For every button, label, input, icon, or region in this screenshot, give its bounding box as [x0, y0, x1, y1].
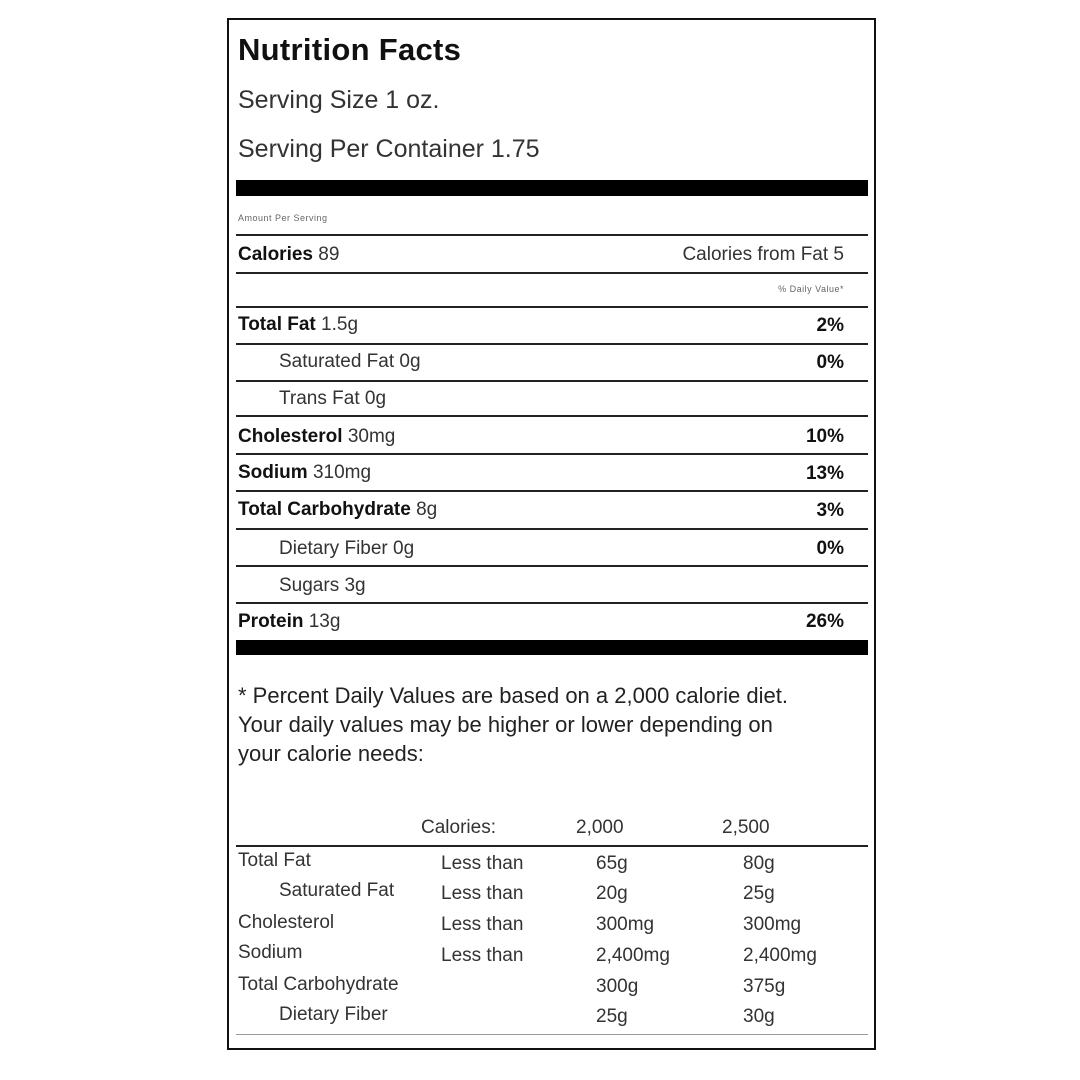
reference-calories-label: Calories: — [421, 817, 496, 838]
reference-row-name: Dietary Fiber — [279, 1004, 388, 1025]
divider — [236, 602, 868, 604]
nutrient-cholesterol: Cholesterol 30mg — [238, 426, 396, 447]
reference-row-2500: 2,400mg — [743, 945, 817, 966]
footnote-line-3: your calorie needs: — [238, 741, 424, 766]
divider — [236, 490, 868, 492]
divider — [236, 306, 868, 308]
nutrient-trans-fat: Trans Fat 0g — [279, 388, 387, 409]
divider — [236, 845, 868, 847]
footnote-line-1: * Percent Daily Values are based on a 2,… — [238, 683, 788, 708]
reference-header-2500: 2,500 — [722, 817, 770, 838]
dv-total-carbohydrate: 3% — [816, 500, 844, 521]
divider — [236, 565, 868, 567]
reference-row-qualifier: Less than — [441, 883, 524, 904]
divider — [236, 234, 868, 236]
reference-row-2500: 80g — [743, 853, 775, 874]
daily-value-header: % Daily Value* — [778, 284, 844, 294]
reference-row-name: Total Carbohydrate — [238, 974, 399, 995]
dv-total-fat: 2% — [816, 315, 844, 336]
nutrition-label: Nutrition Facts Serving Size 1 oz. Servi… — [227, 18, 876, 1050]
reference-row-2000: 2,400mg — [596, 945, 670, 966]
reference-row-qualifier: Less than — [441, 945, 524, 966]
calories-value: 89 — [318, 244, 340, 265]
reference-row-2000: 300mg — [596, 914, 655, 935]
reference-row-name: Sodium — [238, 942, 303, 963]
calories-label: Calories — [238, 244, 313, 265]
dv-cholesterol: 10% — [805, 426, 844, 447]
divider — [236, 272, 868, 274]
reference-header-2000: 2,000 — [576, 817, 624, 838]
reference-row-2000: 25g — [596, 1006, 628, 1027]
reference-row-2500: 30g — [743, 1006, 775, 1027]
divider — [236, 343, 868, 345]
dv-saturated-fat: 0% — [816, 352, 844, 373]
nutrient-sugars: Sugars 3g — [279, 575, 366, 596]
serving-size: Serving Size 1 oz. — [238, 86, 440, 114]
thick-divider — [236, 180, 868, 196]
label-title: Nutrition Facts — [238, 32, 462, 67]
nutrient-protein: Protein 13g — [238, 611, 341, 632]
nutrient-total-carbohydrate: Total Carbohydrate 8g — [238, 499, 438, 520]
reference-row-2000: 20g — [596, 883, 628, 904]
thick-divider — [236, 640, 868, 655]
nutrient-dietary-fiber: Dietary Fiber 0g — [279, 538, 415, 559]
footnote-line-2: Your daily values may be higher or lower… — [238, 712, 773, 737]
divider — [236, 528, 868, 530]
divider — [236, 415, 868, 417]
dv-dietary-fiber: 0% — [816, 538, 844, 559]
divider — [236, 1034, 868, 1035]
reference-row-2500: 25g — [743, 883, 775, 904]
divider — [236, 380, 868, 382]
nutrient-sodium: Sodium 310mg — [238, 462, 372, 483]
reference-row-2500: 375g — [743, 976, 786, 997]
reference-row-name: Total Fat — [238, 850, 311, 871]
reference-row-2500: 300mg — [743, 914, 802, 935]
reference-row-qualifier: Less than — [441, 914, 524, 935]
servings-per-container: Serving Per Container 1.75 — [238, 135, 540, 163]
calories-row: Calories 89 — [238, 244, 339, 266]
nutrient-total-fat: Total Fat 1.5g — [238, 314, 359, 335]
reference-row-name: Cholesterol — [238, 912, 335, 933]
nutrient-saturated-fat: Saturated Fat 0g — [279, 351, 421, 372]
reference-row-name: Saturated Fat — [279, 880, 395, 901]
dv-sodium: 13% — [805, 463, 844, 484]
amount-per-serving: Amount Per Serving — [238, 213, 328, 223]
calories-from-fat: Calories from Fat 5 — [682, 244, 844, 265]
reference-row-2000: 65g — [596, 853, 628, 874]
dv-protein: 26% — [805, 611, 844, 632]
divider — [236, 453, 868, 455]
reference-row-qualifier: Less than — [441, 853, 524, 874]
reference-row-2000: 300g — [596, 976, 639, 997]
